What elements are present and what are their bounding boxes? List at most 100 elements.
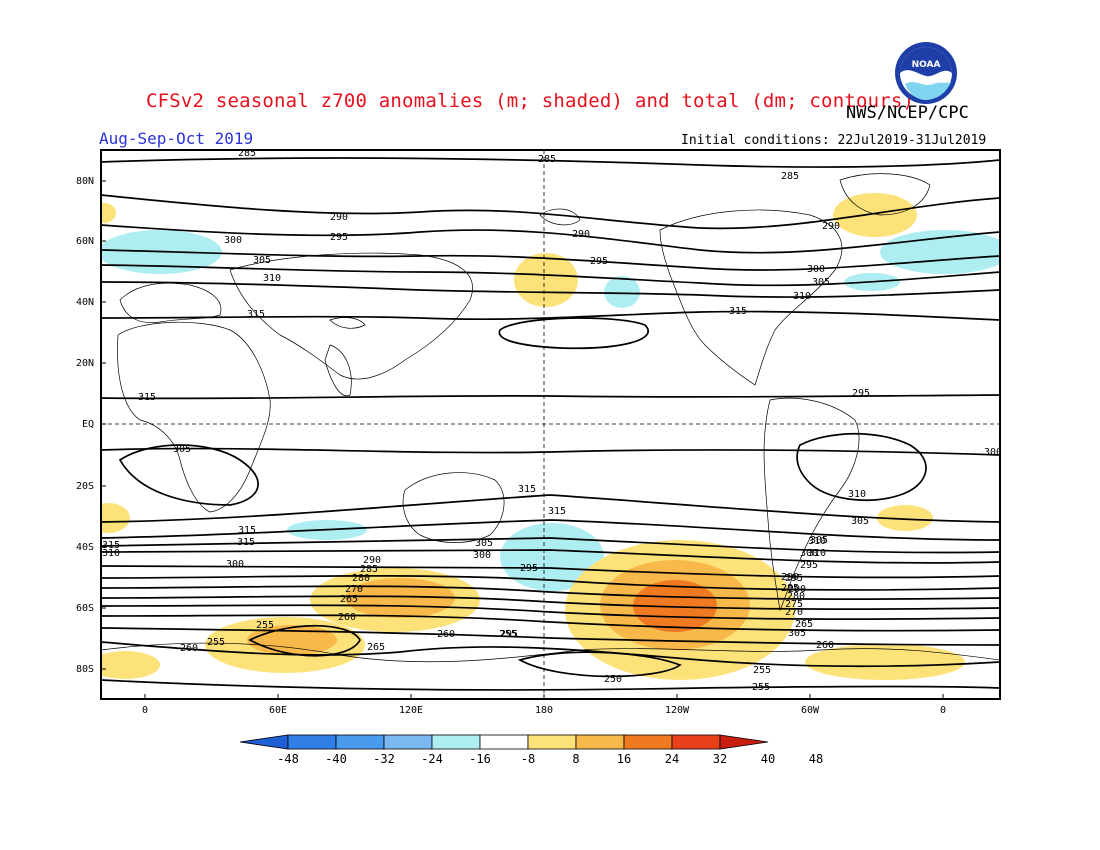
contour-300-north (101, 249, 1000, 271)
contour-label: 270 (785, 607, 803, 618)
contour-label: 290 (572, 229, 590, 240)
contour-255-antarctic-closed (248, 624, 361, 657)
contour-label: 295 (852, 388, 870, 399)
contour-label: 300 (800, 548, 818, 559)
latitude-label: 20N (76, 358, 94, 369)
contour-label: 305 (851, 516, 869, 527)
latitude-labels: 80N 60N 40N 20N EQ 20S 40S 60S 80S (76, 176, 94, 675)
contour-280-south (101, 585, 1000, 600)
longitude-label: 60E (269, 705, 287, 716)
contour-270-south (101, 604, 1000, 620)
longitude-labels: 0 60E 120E 180 120W 60W 0 (142, 705, 946, 716)
contour-label: 310 (848, 489, 866, 500)
contour-label: 295 (520, 563, 538, 574)
contour-label: 305 (253, 255, 271, 266)
contour-label: 260 (338, 612, 356, 623)
contour-label: 255 (499, 629, 517, 640)
colorbar-segment (479, 734, 529, 750)
contour-label: 295 (785, 573, 803, 584)
colorbar-segment (527, 734, 577, 750)
colorbar-tick-label: -16 (469, 752, 491, 766)
contour-285-south (101, 574, 1000, 591)
contour-label: 280 (787, 591, 805, 602)
colorbar-tick-label: -48 (277, 752, 299, 766)
latitude-label: 80S (76, 664, 94, 675)
contour-label: 290 (363, 555, 381, 566)
contour-label: 300 (473, 550, 491, 561)
contour-label: 315 (729, 306, 747, 317)
anomaly-pos2-southern-indian (345, 578, 455, 618)
contour-label: 295 (800, 560, 818, 571)
contour-315-tropics-south (101, 447, 1000, 456)
contour-label: 255 (752, 682, 770, 693)
latitude-label: 80N (76, 176, 94, 187)
contour-260-south (101, 627, 1000, 646)
contour-label: 310 (102, 548, 120, 559)
contour-315-pacific-closed (498, 317, 649, 350)
contour-label: 270 (345, 584, 363, 595)
contour-label: 310 (808, 536, 826, 547)
contour-label: 295 (500, 629, 518, 640)
anomaly-pos-south-atlantic-e (877, 505, 933, 531)
contour-label: 315 (247, 309, 265, 320)
colorbar-segment (431, 734, 481, 750)
contour-label: 315 (238, 525, 256, 536)
colorbar-tick-label: 16 (617, 752, 631, 766)
contour-label: 260 (437, 629, 455, 640)
contour-label: 305 (475, 538, 493, 549)
noaa-logo-text: NOAA (912, 60, 941, 70)
longitude-label: 0 (940, 705, 946, 716)
contour-label: 265 (340, 594, 358, 605)
contour-label: 315 (237, 537, 255, 548)
contour-label: 305 (810, 535, 828, 546)
colorbar-tick-label: -32 (373, 752, 395, 766)
height-contours (101, 157, 1000, 691)
longitude-label: 60W (801, 705, 820, 716)
anomaly-pos-north-atlantic-w (101, 203, 116, 223)
contour-label: 275 (785, 599, 803, 610)
contour-label: 280 (352, 573, 370, 584)
contour-label: 255 (753, 665, 771, 676)
contour-310-north (101, 281, 1000, 298)
contour-label: 315 (518, 484, 536, 495)
contour-265-south (101, 614, 1000, 632)
contour-295-north (101, 224, 1000, 254)
colorbar-tick-label: 48 (809, 752, 823, 766)
contour-255-polar (101, 679, 1000, 691)
contour-315-africa-closed (118, 444, 259, 506)
contour-label: 285 (781, 583, 799, 594)
longitude-label: 180 (535, 705, 553, 716)
contour-315-south-america-closed (796, 432, 927, 501)
initial-conditions-label: Initial conditions: 22Jul2019-31Jul2019 (681, 133, 987, 148)
contour-275-south (101, 595, 1000, 610)
colorbar-tick-label: 8 (572, 752, 579, 766)
contour-290-south (101, 565, 1000, 579)
colorbar-tick-label: -8 (521, 752, 535, 766)
contour-label: 265 (367, 642, 385, 653)
contour-label: 310 (263, 273, 281, 284)
colorbar-segment (671, 734, 721, 750)
colorbar-segment (623, 734, 673, 750)
latitude-label: 40N (76, 297, 94, 308)
anomaly-neg-north-pacific (604, 276, 640, 308)
contour-310-south (101, 494, 1000, 523)
colorbar-arrow-low (239, 734, 289, 750)
noaa-logo-icon: NOAA (895, 42, 957, 104)
longitude-label: 0 (142, 705, 148, 716)
contour-label: 260 (816, 640, 834, 651)
contour-label: 285 (360, 564, 378, 575)
contour-285-north (101, 157, 1000, 168)
contour-label: 255 (256, 620, 274, 631)
contour-label: 300 (226, 559, 244, 570)
agency-label: NWS/NCEP/CPC (846, 103, 969, 123)
reference-lines (101, 150, 1000, 699)
contour-label: 310 (793, 291, 811, 302)
contour-label: 290 (781, 572, 799, 583)
contour-label: 260 (180, 643, 198, 654)
contour-label: 295 (590, 256, 608, 267)
contour-label: 290 (822, 221, 840, 232)
colorbar-segment (575, 734, 625, 750)
contour-300-south (101, 537, 1000, 554)
